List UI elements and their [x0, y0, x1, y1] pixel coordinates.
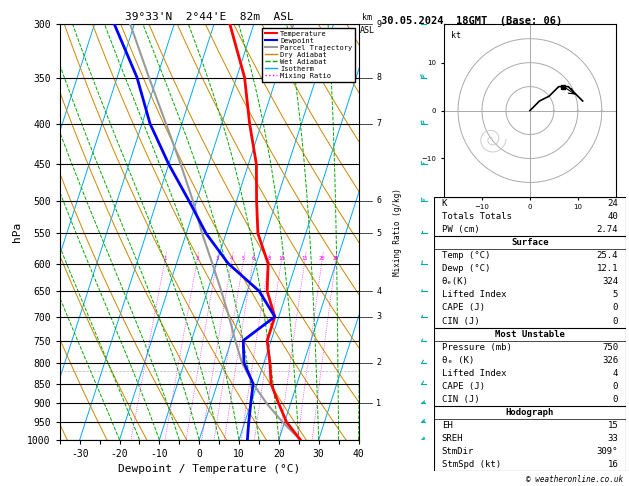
Text: 7: 7	[376, 119, 381, 128]
Text: 1: 1	[164, 256, 167, 260]
Text: 3: 3	[215, 256, 219, 260]
Text: 4: 4	[376, 287, 381, 295]
Text: 8: 8	[376, 73, 381, 82]
Text: Mixing Ratio (g/kg): Mixing Ratio (g/kg)	[393, 188, 403, 276]
Text: 3: 3	[376, 312, 381, 321]
Text: 33: 33	[608, 434, 618, 443]
Text: 8: 8	[267, 256, 270, 260]
Text: 25.4: 25.4	[597, 251, 618, 260]
Text: kt: kt	[450, 31, 460, 40]
Text: Hodograph: Hodograph	[506, 408, 554, 417]
Text: θₑ(K): θₑ(K)	[442, 278, 469, 286]
Legend: Temperature, Dewpoint, Parcel Trajectory, Dry Adiabat, Wet Adiabat, Isotherm, Mi: Temperature, Dewpoint, Parcel Trajectory…	[262, 28, 355, 82]
Text: CAPE (J): CAPE (J)	[442, 382, 485, 391]
Title: 39°33'N  2°44'E  82m  ASL: 39°33'N 2°44'E 82m ASL	[125, 12, 294, 22]
Text: EH: EH	[442, 421, 452, 430]
Text: Dewp (°C): Dewp (°C)	[442, 264, 490, 273]
Text: 20: 20	[319, 256, 325, 260]
Text: 12.1: 12.1	[597, 264, 618, 273]
Text: 6: 6	[376, 196, 381, 205]
Text: CIN (J): CIN (J)	[442, 395, 479, 404]
Text: CAPE (J): CAPE (J)	[442, 303, 485, 312]
Text: 16: 16	[608, 460, 618, 469]
Text: Most Unstable: Most Unstable	[495, 330, 565, 339]
Text: 24: 24	[608, 199, 618, 208]
Text: km: km	[362, 13, 372, 22]
Text: 0: 0	[613, 316, 618, 326]
Text: StmDir: StmDir	[442, 447, 474, 456]
Text: 25: 25	[333, 256, 339, 260]
Text: Lifted Index: Lifted Index	[442, 291, 506, 299]
Text: θₑ (K): θₑ (K)	[442, 356, 474, 365]
Text: 1: 1	[376, 399, 381, 408]
Text: 0: 0	[613, 395, 618, 404]
Text: © weatheronline.co.uk: © weatheronline.co.uk	[526, 474, 623, 484]
Text: 750: 750	[602, 343, 618, 352]
Text: Pressure (mb): Pressure (mb)	[442, 343, 511, 352]
Text: 40: 40	[608, 212, 618, 221]
Text: 9: 9	[376, 20, 381, 29]
Text: 2.74: 2.74	[597, 225, 618, 234]
Text: Temp (°C): Temp (°C)	[442, 251, 490, 260]
Text: PW (cm): PW (cm)	[442, 225, 479, 234]
Text: Lifted Index: Lifted Index	[442, 369, 506, 378]
Y-axis label: hPa: hPa	[12, 222, 21, 242]
Text: 10: 10	[278, 256, 285, 260]
Text: 0: 0	[613, 382, 618, 391]
Text: 15: 15	[302, 256, 308, 260]
Text: Surface: Surface	[511, 238, 548, 247]
Text: K: K	[442, 199, 447, 208]
Text: 2: 2	[196, 256, 199, 260]
Text: 15: 15	[608, 421, 618, 430]
Text: ASL: ASL	[360, 26, 375, 35]
Text: 4: 4	[613, 369, 618, 378]
Text: 4: 4	[230, 256, 233, 260]
Text: 324: 324	[602, 278, 618, 286]
Text: 0: 0	[613, 303, 618, 312]
Text: 326: 326	[602, 356, 618, 365]
Text: 5: 5	[376, 229, 381, 238]
X-axis label: Dewpoint / Temperature (°C): Dewpoint / Temperature (°C)	[118, 465, 300, 474]
Text: SREH: SREH	[442, 434, 463, 443]
Text: Totals Totals: Totals Totals	[442, 212, 511, 221]
Text: StmSpd (kt): StmSpd (kt)	[442, 460, 501, 469]
Text: 5: 5	[242, 256, 245, 260]
Text: CIN (J): CIN (J)	[442, 316, 479, 326]
Text: 2: 2	[376, 358, 381, 367]
Text: 6: 6	[252, 256, 255, 260]
Text: 5: 5	[613, 291, 618, 299]
Text: 30.05.2024  18GMT  (Base: 06): 30.05.2024 18GMT (Base: 06)	[381, 16, 562, 26]
Text: 309°: 309°	[597, 447, 618, 456]
